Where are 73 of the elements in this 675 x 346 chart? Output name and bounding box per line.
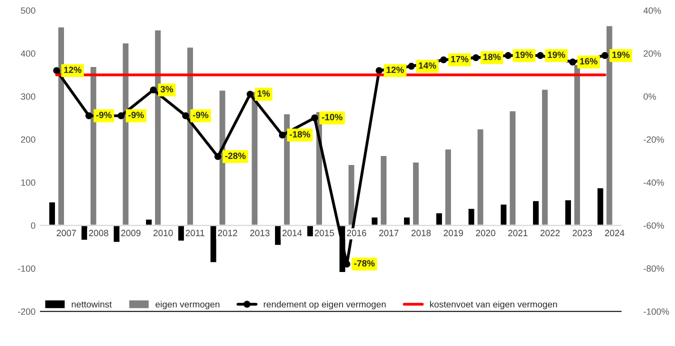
data-label: -9% — [96, 112, 112, 118]
data-label: 16% — [580, 58, 598, 64]
point — [601, 52, 608, 60]
x-tick-label: 2021 — [508, 230, 528, 236]
y-tick-label: 0 — [30, 222, 36, 229]
point — [150, 86, 157, 94]
data-label: 19% — [612, 52, 630, 58]
x-tick-label: 2010 — [154, 230, 173, 236]
data-label: 19% — [516, 52, 533, 58]
y-tick-label: 400 — [20, 50, 36, 57]
data-label: 14% — [418, 62, 436, 69]
x-tick-label: 2017 — [379, 230, 398, 236]
data-label: 1% — [258, 90, 270, 97]
point — [376, 67, 383, 74]
point — [311, 114, 318, 122]
x-tick-label: 2023 — [572, 230, 592, 236]
data-label: -9% — [128, 112, 144, 118]
x-tick-label: 2022 — [540, 230, 560, 236]
data-label: 19% — [548, 52, 566, 58]
point — [246, 90, 254, 98]
x-tick-label: 2020 — [476, 230, 496, 236]
data-label: 12% — [64, 66, 82, 73]
legend-label: rendement op eigen vermogen — [264, 300, 386, 310]
y2-tick-label: 20% — [644, 50, 661, 57]
point — [182, 112, 190, 120]
point — [472, 54, 480, 62]
y2-tick-label: -60% — [644, 222, 664, 229]
legend-label: kostenvoet van eigen vermogen — [430, 300, 557, 310]
data-label: -78% — [354, 260, 375, 267]
x-tick-label: 2014 — [282, 230, 302, 236]
y2-tick-label: -20% — [644, 136, 664, 143]
x-tick-label: 2007 — [56, 230, 76, 236]
point — [504, 52, 512, 60]
y-tick-label: 200 — [21, 136, 36, 143]
x-tick-label: 2016 — [347, 230, 366, 236]
data-label: 17% — [451, 56, 468, 62]
y-tick-label: 500 — [20, 7, 36, 14]
x-tick-label: 2024 — [605, 230, 624, 236]
point — [53, 67, 60, 74]
point — [408, 62, 415, 70]
x-tick-label: 2018 — [412, 230, 431, 236]
y2-tick-label: -100% — [644, 308, 669, 315]
x-tick-label: 2015 — [314, 230, 334, 236]
x-tick-label: 2013 — [250, 230, 270, 236]
x-tick-label: 2012 — [218, 230, 238, 236]
y2-tick-label: 0% — [644, 93, 656, 100]
data-label: 3% — [160, 86, 174, 92]
data-label: -9% — [192, 112, 208, 118]
point — [118, 112, 125, 120]
point — [440, 56, 448, 64]
y-tick-label: -200 — [18, 308, 36, 315]
legend-label: eigen vermogen — [156, 300, 220, 310]
y2-tick-label: -40% — [644, 179, 664, 186]
y2-tick-label: -80% — [644, 265, 664, 272]
y-tick-label: 300 — [20, 93, 36, 100]
point — [536, 52, 544, 60]
x-tick-label: 2011 — [186, 230, 204, 236]
y2-tick-label: 40% — [643, 7, 661, 14]
y-tick-label: 100 — [21, 179, 36, 186]
y-tick-label: -100 — [18, 265, 36, 272]
data-label: -28% — [225, 152, 246, 160]
x-tick-label: 2008 — [89, 230, 108, 236]
point — [85, 112, 92, 120]
data-label: 18% — [483, 54, 501, 60]
legend-label: nettowinst — [72, 300, 112, 308]
point — [214, 153, 222, 160]
x-tick-label: 2019 — [444, 230, 463, 236]
point — [569, 58, 576, 66]
data-label: -18% — [290, 131, 310, 138]
x-tick-label: 2009 — [121, 230, 140, 236]
point — [278, 132, 286, 139]
data-label: 12% — [386, 66, 404, 73]
data-label: -10% — [322, 114, 342, 120]
